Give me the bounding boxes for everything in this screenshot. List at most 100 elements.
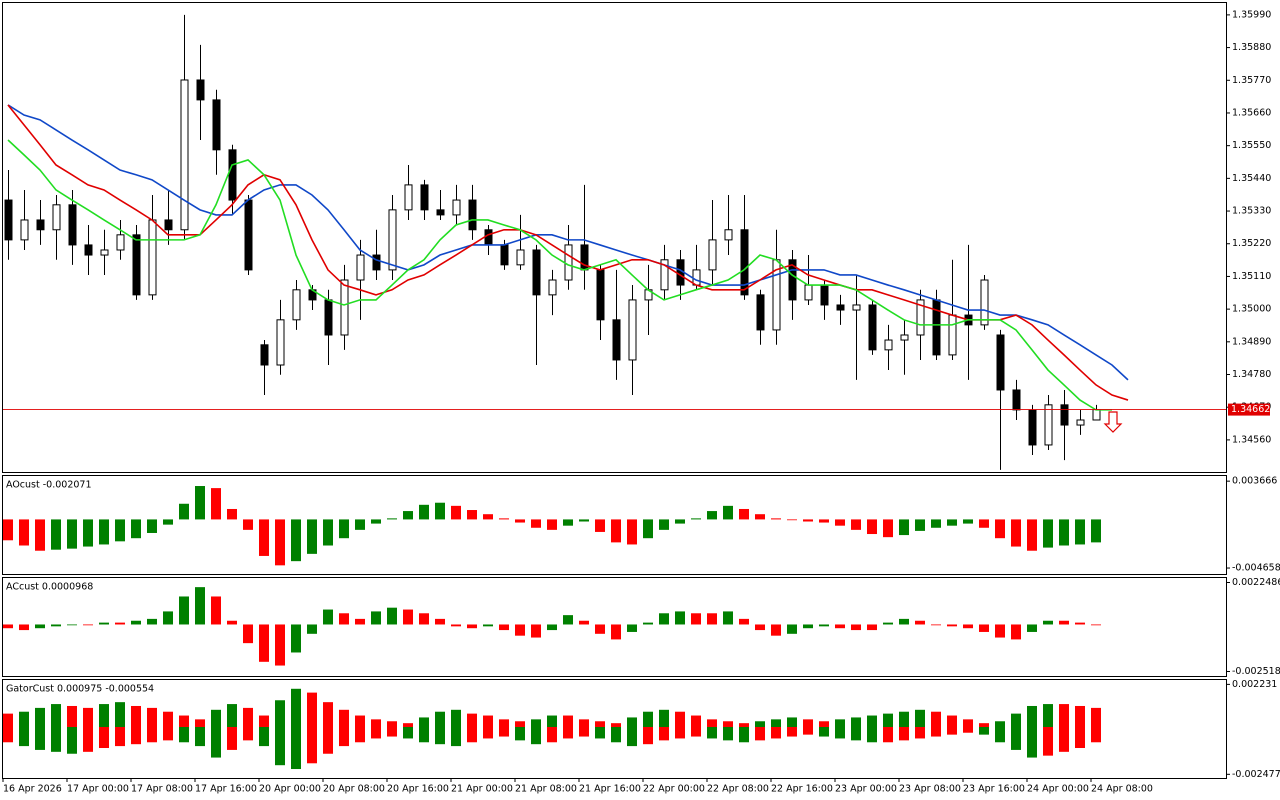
gator-bar [227, 726, 237, 750]
candle-body [804, 284, 813, 301]
candle-body [228, 149, 237, 201]
histogram-bar [803, 624, 813, 629]
gator-bar [35, 707, 45, 727]
histogram-bar [883, 622, 893, 625]
candle-body [916, 299, 925, 336]
gator-bar [515, 726, 525, 741]
gator-bar [659, 709, 669, 727]
x-tick-label: 23 Apr 08:00 [899, 784, 961, 795]
gator-bar [163, 711, 173, 727]
gator-bar [643, 711, 653, 727]
histogram-bar [835, 624, 845, 629]
gator-bar [179, 726, 189, 743]
candle-body [36, 219, 45, 231]
gator-bar [323, 726, 333, 754]
gator-bar [1011, 713, 1021, 727]
gator-bar [67, 726, 77, 754]
histogram-bar [403, 609, 413, 625]
gator-bar [595, 726, 605, 739]
gator-bar [739, 726, 749, 743]
gator-bar [467, 726, 477, 743]
histogram-bar [867, 624, 877, 631]
candle-body [484, 229, 493, 246]
histogram-bar [1011, 624, 1021, 640]
gator-bar [723, 721, 733, 727]
gator-bar [963, 719, 973, 727]
gator-bar [995, 721, 1005, 727]
histogram-bar [387, 518, 397, 520]
gator-bar [387, 721, 397, 727]
gator-bar [51, 726, 61, 752]
y-tick-label: 1.35770 [1232, 75, 1271, 86]
y-tick-label: 1.35550 [1232, 140, 1271, 151]
histogram-bar [211, 596, 221, 625]
gator-bar [947, 715, 957, 727]
candle-body [84, 244, 93, 256]
gator-bar [707, 719, 717, 727]
main-pane [2, 2, 1227, 473]
y-tick-label: 0.0022486 [1232, 577, 1280, 588]
y-tick-label: 1.34560 [1232, 434, 1271, 445]
candle-body [660, 259, 669, 291]
gator-bar [99, 704, 109, 727]
gator-bar [531, 726, 541, 745]
histogram-bar [963, 519, 973, 524]
candle-body [980, 279, 989, 326]
gator-bar [819, 726, 829, 737]
candle-body [612, 319, 621, 361]
candle-body [292, 289, 301, 321]
histogram-bar [435, 502, 445, 520]
histogram-bar [67, 519, 77, 549]
gator-bar [19, 726, 29, 747]
candle-body [996, 334, 1005, 391]
histogram-bar [691, 518, 701, 520]
histogram-bar [419, 613, 429, 625]
histogram-bar [99, 519, 109, 545]
histogram-bar [643, 519, 653, 539]
histogram-bar [947, 519, 957, 526]
candle-body [148, 219, 157, 296]
gator-bar [371, 719, 381, 727]
gator-bar [259, 726, 269, 747]
gator-bar [851, 717, 861, 727]
last-price-label: 1.34662 [1231, 404, 1270, 415]
histogram-bar [883, 519, 893, 538]
histogram-bar [899, 519, 909, 536]
x-tick-label: 17 Apr 16:00 [195, 784, 257, 795]
histogram-bar [339, 613, 349, 625]
histogram-bar [1059, 620, 1069, 625]
gator-bar [835, 719, 845, 727]
histogram-bar [691, 613, 701, 625]
histogram-bar [419, 504, 429, 520]
histogram-bar [323, 519, 333, 546]
candle-body [724, 229, 733, 241]
gator-bar [3, 713, 13, 727]
gator-bar [1075, 726, 1085, 749]
gator-bar [323, 702, 333, 727]
histogram-bar [995, 519, 1005, 539]
histogram-bar [659, 613, 669, 625]
histogram-bar [83, 519, 93, 547]
gator-bar [579, 719, 589, 727]
histogram-bar [739, 508, 749, 520]
histogram-bar [867, 519, 877, 535]
gator-bar [915, 726, 925, 739]
histogram-bar [707, 511, 717, 520]
gator-bar [867, 715, 877, 727]
histogram-bar [67, 624, 77, 626]
histogram-bar [787, 624, 797, 634]
histogram-bar [195, 587, 205, 625]
histogram-bar [739, 618, 749, 625]
gator-bar [419, 726, 429, 743]
y-tick-label: 1.35110 [1232, 271, 1271, 282]
histogram-bar [227, 620, 237, 625]
gator-bar [1043, 726, 1053, 756]
candle-body [788, 259, 797, 301]
gator-bar [691, 726, 701, 737]
histogram-bar [371, 611, 381, 625]
gator-bar [659, 726, 669, 741]
histogram-bar [787, 519, 797, 521]
histogram-bar [243, 519, 253, 530]
histogram-bar [179, 596, 189, 625]
